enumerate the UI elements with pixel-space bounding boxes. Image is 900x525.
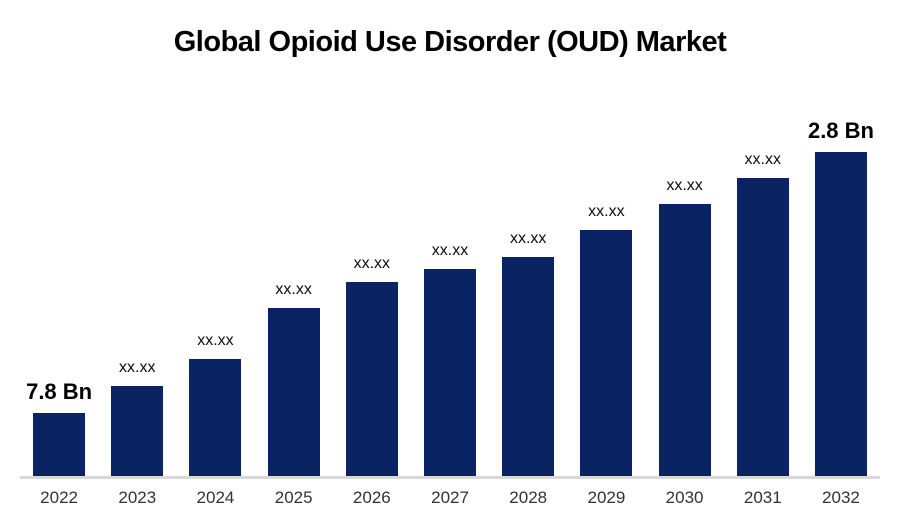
bar-2031 <box>736 178 789 476</box>
bar-group-2025: xx.xx <box>255 282 333 476</box>
bar-group-2022: 7.8 Bn <box>20 381 98 476</box>
bar-group-2029: xx.xx <box>567 204 645 476</box>
bar-2024 <box>189 359 242 476</box>
bar-2029 <box>580 230 633 476</box>
bar-value-label-2028: xx.xx <box>509 230 547 247</box>
bar-2025 <box>267 308 320 476</box>
bar-2027 <box>424 269 477 476</box>
x-axis-label-2028: 2028 <box>509 488 548 507</box>
bar-group-2028: xx.xx <box>489 231 567 476</box>
bar-2032 <box>814 152 867 476</box>
bar-group-2032: 2.8 Bn <box>802 120 880 476</box>
x-axis-label-2030: 2030 <box>665 488 704 507</box>
bar-group-2023: xx.xx <box>98 360 176 476</box>
bar-group-2026: xx.xx <box>333 256 411 476</box>
bar-value-label-2023: xx.xx <box>119 359 156 376</box>
bar-2022 <box>33 413 86 476</box>
bar-value-label-2031: xx.xx <box>744 151 781 168</box>
bar-group-2031: xx.xx <box>724 152 802 476</box>
x-axis-labels-row: 2022 2023 2024 2025 2026 2027 2028 2029 2030 2031… <box>20 488 880 508</box>
bar-value-label-2029: xx.xx <box>588 203 625 220</box>
x-axis-label-2027: 2027 <box>431 488 469 507</box>
bar-value-label-2024: xx.xx <box>197 332 234 349</box>
bar-2026 <box>345 282 398 476</box>
x-axis-label-2022: 2022 <box>40 488 78 507</box>
x-axis-label-2026: 2026 <box>352 488 391 507</box>
bar-value-label-2027: xx.xx <box>431 242 469 259</box>
bar-2030 <box>658 204 711 476</box>
bar-group-2027: xx.xx <box>411 243 489 476</box>
x-axis-label-2032: 2032 <box>822 488 860 507</box>
bar-value-label-2026: xx.xx <box>353 255 391 272</box>
x-axis-label-2025: 2025 <box>274 488 313 507</box>
bars-row: 7.8 Bn xx.xx xx.xx xx.xx xx.xx xx.xx xx.xx xx.x… <box>20 96 880 476</box>
bar-value-label-2025: xx.xx <box>275 281 312 298</box>
bar-group-2030: xx.xx <box>646 178 724 476</box>
x-axis-label-2023: 2023 <box>118 488 157 507</box>
chart-title: Global Opioid Use Disorder (OUD) Market <box>173 26 727 58</box>
x-axis-label-2024: 2024 <box>196 488 235 507</box>
bar-value-label-2030: xx.xx <box>666 177 703 194</box>
bar-2028 <box>502 257 555 476</box>
x-axis-label-2031: 2031 <box>743 488 782 507</box>
bar-value-label-2032: 2.8 Bn <box>807 118 874 143</box>
bar-2023 <box>111 386 164 476</box>
bar-value-label-2022: 7.8 Bn <box>26 379 93 404</box>
bar-chart-plot: 7.8 Bn xx.xx xx.xx xx.xx xx.xx xx.xx xx.xx xx.x… <box>20 96 880 508</box>
bar-group-2024: xx.xx <box>176 333 254 476</box>
x-axis-line <box>20 476 880 479</box>
x-axis-label-2029: 2029 <box>587 488 626 507</box>
